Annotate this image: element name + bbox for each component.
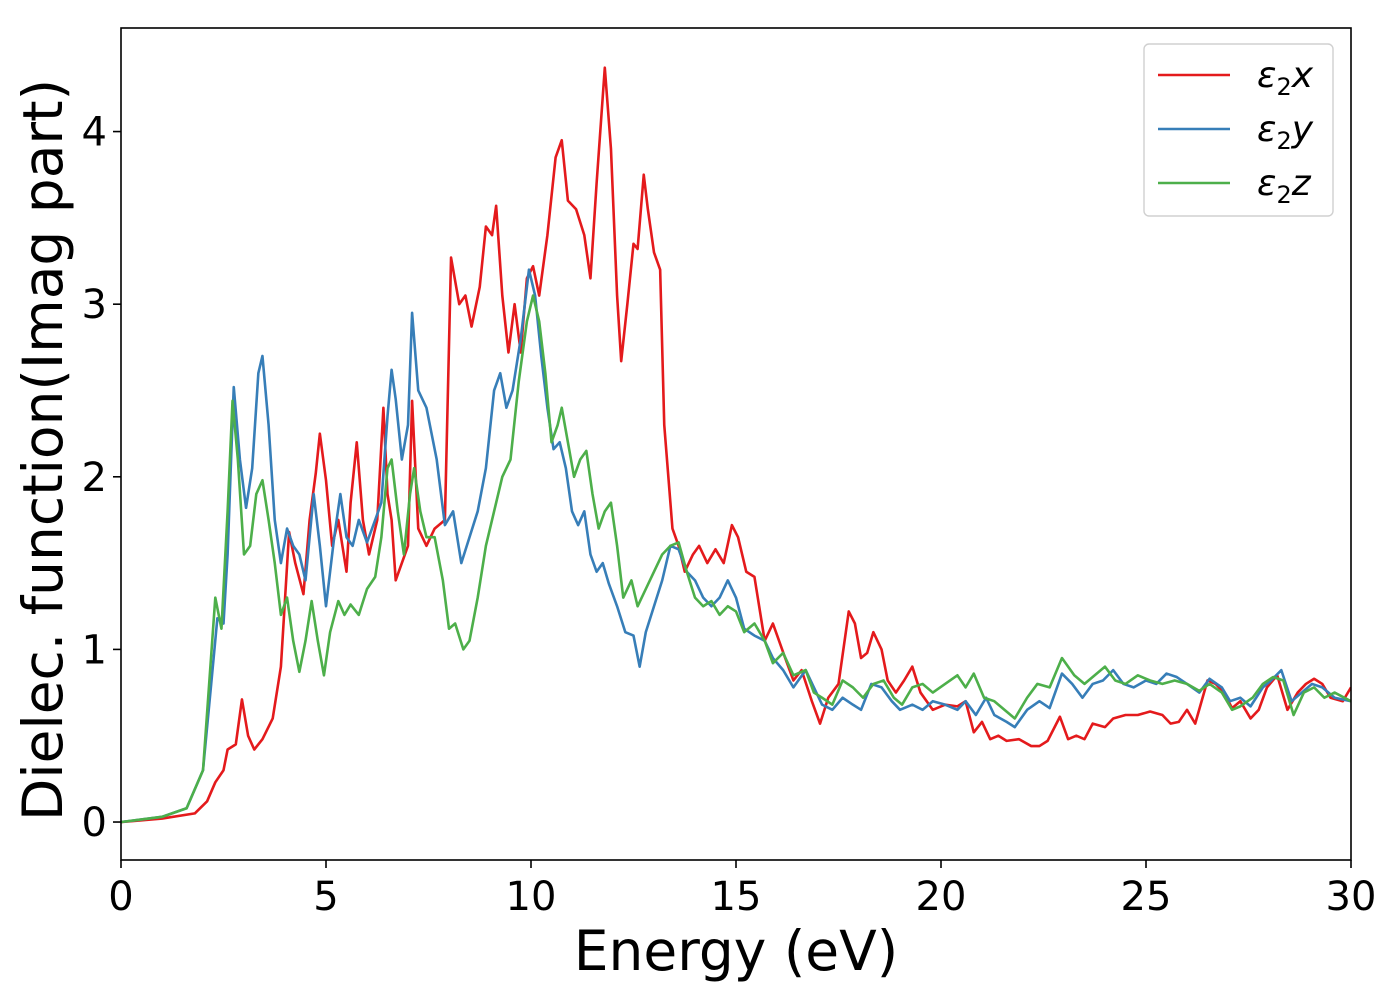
legend-label-y: ε2y	[1257, 109, 1314, 155]
legend-box	[1143, 43, 1334, 217]
y-tick-label: 3	[82, 282, 107, 328]
series-layer	[121, 66, 1351, 824]
legend: ε2x ε2y ε2z	[1143, 43, 1334, 217]
ticks-layer: 0 5 10 15 20 25 30 0 1 2 3 4	[82, 110, 1377, 920]
series-line-y	[121, 268, 1351, 824]
legend-label-x: ε2x	[1257, 55, 1314, 101]
x-tick-label: 15	[711, 874, 762, 920]
x-tick-label: 10	[506, 874, 557, 920]
series-line-z	[121, 294, 1351, 824]
legend-label-z: ε2z	[1257, 163, 1312, 209]
series-line-x	[121, 66, 1351, 824]
y-tick-label: 1	[82, 627, 107, 673]
x-tick-label: 30	[1326, 874, 1377, 920]
y-tick-label: 2	[82, 455, 107, 501]
y-axis-label: Dielec. function(Imag part)	[11, 79, 75, 821]
x-tick-label: 25	[1121, 874, 1172, 920]
y-tick-label: 0	[82, 800, 107, 846]
y-tick-label: 4	[82, 110, 107, 156]
x-tick-label: 5	[313, 874, 338, 920]
x-axis-label: Energy (eV)	[574, 919, 898, 983]
x-tick-label: 0	[108, 874, 133, 920]
x-tick-label: 20	[916, 874, 967, 920]
